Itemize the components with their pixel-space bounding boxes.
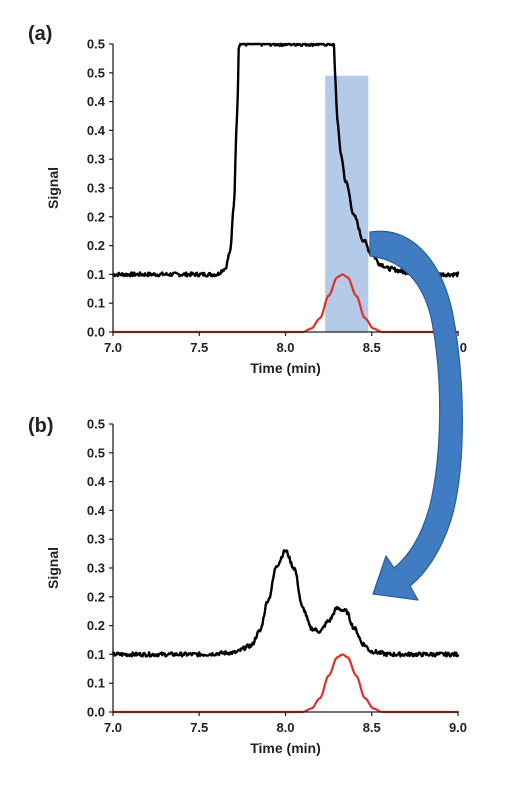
x-tick-label: 7.0 — [104, 340, 122, 355]
y-tick-label: 0.2 — [87, 209, 105, 224]
y-tick-label: 0.5 — [87, 65, 105, 80]
chart-panel-b: (b) 0.0 0.1 0.1 0.2 0.2 0.3 0.3 0.4 0.4 0.5 0.5 7.0 7… — [28, 415, 467, 756]
highlight-region — [325, 75, 369, 333]
y-axis-title: Signal — [45, 547, 61, 589]
y-tick-label: 0.3 — [87, 152, 105, 167]
y-tick-label: 0.5 — [87, 417, 105, 432]
fitted-peak-line — [111, 653, 460, 714]
y-tick-label: 0.3 — [87, 532, 105, 547]
panel-label: (b) — [28, 415, 54, 437]
x-axis-title: Time (min) — [250, 740, 321, 756]
x-tick-label: 8.0 — [276, 340, 294, 355]
y-tick-label: 0.1 — [87, 267, 105, 282]
y-axis-title: Signal — [45, 167, 61, 209]
x-tick-label: 7.0 — [104, 720, 122, 735]
y-tick-label: 0.5 — [87, 445, 105, 460]
signal-trace-line — [111, 549, 460, 658]
chart-panel-a: (a) 0.0 0.1 0.1 0.2 0.2 0.3 0.3 0.4 0.4 0.5 0.5 7.0 7… — [28, 23, 467, 376]
y-tick-label: 0.0 — [87, 705, 105, 720]
x-tick-label: 8.0 — [276, 720, 294, 735]
x-tick-label: 9.0 — [449, 720, 467, 735]
y-tick-label: 0.5 — [87, 37, 105, 52]
x-tick-label: 7.5 — [190, 720, 208, 735]
x-tick-label: 8.5 — [363, 340, 381, 355]
y-tick-label: 0.0 — [87, 325, 105, 340]
y-tick-label: 0.2 — [87, 618, 105, 633]
curved-arrow — [369, 230, 463, 601]
y-tick-label: 0.2 — [87, 589, 105, 604]
x-tick-label: 7.5 — [190, 340, 208, 355]
fitted-peak-line — [111, 273, 460, 334]
y-tick-label: 0.4 — [87, 123, 106, 138]
y-tick-label: 0.1 — [87, 676, 105, 691]
y-tick-label: 0.3 — [87, 181, 105, 196]
panel-label: (a) — [28, 23, 52, 45]
y-tick-label: 0.4 — [87, 94, 106, 109]
y-tick-label: 0.1 — [87, 296, 105, 311]
signal-trace-line — [111, 42, 460, 278]
y-tick-label: 0.4 — [87, 474, 106, 489]
y-tick-label: 0.1 — [87, 647, 105, 662]
y-tick-label: 0.3 — [87, 561, 105, 576]
y-tick-label: 0.2 — [87, 238, 105, 253]
x-axis-title: Time (min) — [250, 360, 321, 376]
y-tick-label: 0.4 — [87, 503, 106, 518]
x-tick-label: 8.5 — [363, 720, 381, 735]
